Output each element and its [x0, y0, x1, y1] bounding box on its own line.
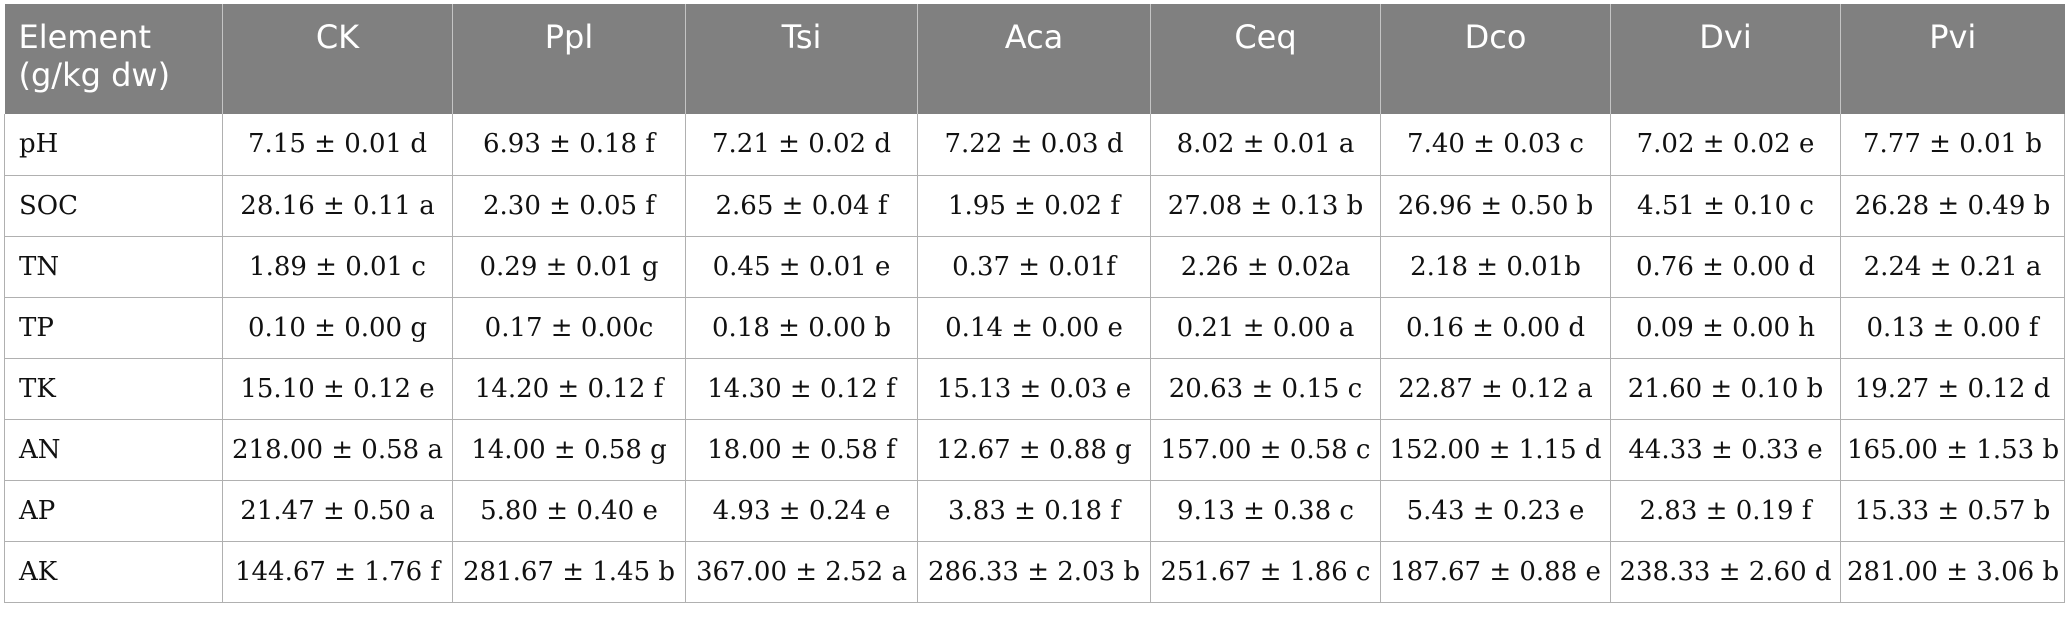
table-row-ak: AK 144.67 ± 1.76 f 281.67 ± 1.45 b 367.0…: [4, 541, 2065, 603]
table-cell: 281.67 ± 1.45 b: [452, 541, 686, 603]
row-label: TP: [4, 297, 223, 359]
table-cell: 165.00 ± 1.53 b: [1840, 419, 2065, 481]
table-row-soc: SOC 28.16 ± 0.11 a 2.30 ± 0.05 f 2.65 ± …: [4, 175, 2065, 237]
table-row-an: AN 218.00 ± 0.58 a 14.00 ± 0.58 g 18.00 …: [4, 419, 2065, 481]
table-cell: 238.33 ± 2.60 d: [1610, 541, 1841, 603]
row-label: TN: [4, 236, 223, 298]
table-cell: 9.13 ± 0.38 c: [1150, 480, 1381, 542]
table-cell: 0.18 ± 0.00 b: [685, 297, 918, 359]
table-cell: 21.60 ± 0.10 b: [1610, 358, 1841, 420]
row-label: AP: [4, 480, 223, 542]
table-cell: 286.33 ± 2.03 b: [917, 541, 1151, 603]
table-cell: 44.33 ± 0.33 e: [1610, 419, 1841, 481]
header-col-dvi: Dvi: [1610, 4, 1841, 114]
table-cell: 0.17 ± 0.00c: [452, 297, 686, 359]
table-cell: 4.93 ± 0.24 e: [685, 480, 918, 542]
table-cell: 19.27 ± 0.12 d: [1840, 358, 2065, 420]
table-cell: 187.67 ± 0.88 e: [1380, 541, 1611, 603]
header-col-ck: CK: [222, 4, 453, 114]
table-cell: 6.93 ± 0.18 f: [452, 114, 686, 176]
table-cell: 2.18 ± 0.01b: [1380, 236, 1611, 298]
header-col-pvi: Pvi: [1840, 4, 2065, 114]
row-label: pH: [4, 114, 223, 176]
table-cell: 0.16 ± 0.00 d: [1380, 297, 1611, 359]
row-label: AK: [4, 541, 223, 603]
table-cell: 14.20 ± 0.12 f: [452, 358, 686, 420]
table-cell: 2.65 ± 0.04 f: [685, 175, 918, 237]
table-cell: 7.22 ± 0.03 d: [917, 114, 1151, 176]
table-cell: 1.95 ± 0.02 f: [917, 175, 1151, 237]
table-cell: 7.15 ± 0.01 d: [222, 114, 453, 176]
table-cell: 251.67 ± 1.86 c: [1150, 541, 1381, 603]
table-header: Element (g/kg dw) CK Ppl Tsi Aca Ceq Dco…: [4, 4, 2065, 114]
table-cell: 2.24 ± 0.21 a: [1840, 236, 2065, 298]
table-cell: 0.76 ± 0.00 d: [1610, 236, 1841, 298]
table-cell: 18.00 ± 0.58 f: [685, 419, 918, 481]
header-element: Element (g/kg dw): [4, 4, 223, 114]
table-cell: 22.87 ± 0.12 a: [1380, 358, 1611, 420]
header-element-line2: (g/kg dw): [18, 56, 171, 94]
table-cell: 152.00 ± 1.15 d: [1380, 419, 1611, 481]
table-cell: 28.16 ± 0.11 a: [222, 175, 453, 237]
table-cell: 14.00 ± 0.58 g: [452, 419, 686, 481]
table-cell: 0.13 ± 0.00 f: [1840, 297, 2065, 359]
soil-properties-table: Element (g/kg dw) CK Ppl Tsi Aca Ceq Dco…: [4, 4, 2065, 603]
table-cell: 0.10 ± 0.00 g: [222, 297, 453, 359]
header-element-line1: Element: [18, 18, 151, 56]
table-cell: 218.00 ± 0.58 a: [222, 419, 453, 481]
header-col-aca: Aca: [917, 4, 1151, 114]
table-cell: 0.29 ± 0.01 g: [452, 236, 686, 298]
table-body: pH 7.15 ± 0.01 d 6.93 ± 0.18 f 7.21 ± 0.…: [4, 114, 2065, 603]
table-cell: 26.28 ± 0.49 b: [1840, 175, 2065, 237]
table-cell: 20.63 ± 0.15 c: [1150, 358, 1381, 420]
table-cell: 14.30 ± 0.12 f: [685, 358, 918, 420]
table-cell: 1.89 ± 0.01 c: [222, 236, 453, 298]
table-cell: 0.45 ± 0.01 e: [685, 236, 918, 298]
table-cell: 26.96 ± 0.50 b: [1380, 175, 1611, 237]
header-col-ceq: Ceq: [1150, 4, 1381, 114]
table-cell: 7.21 ± 0.02 d: [685, 114, 918, 176]
table-cell: 21.47 ± 0.50 a: [222, 480, 453, 542]
table-row-tp: TP 0.10 ± 0.00 g 0.17 ± 0.00c 0.18 ± 0.0…: [4, 297, 2065, 359]
table-cell: 281.00 ± 3.06 b: [1840, 541, 2065, 603]
header-col-dco: Dco: [1380, 4, 1611, 114]
header-row: Element (g/kg dw) CK Ppl Tsi Aca Ceq Dco…: [4, 4, 2065, 114]
header-col-tsi: Tsi: [685, 4, 918, 114]
table-cell: 157.00 ± 0.58 c: [1150, 419, 1381, 481]
table-cell: 7.77 ± 0.01 b: [1840, 114, 2065, 176]
table-cell: 2.26 ± 0.02a: [1150, 236, 1381, 298]
table-cell: 367.00 ± 2.52 a: [685, 541, 918, 603]
table-row-tk: TK 15.10 ± 0.12 e 14.20 ± 0.12 f 14.30 ±…: [4, 358, 2065, 420]
table-cell: 0.37 ± 0.01f: [917, 236, 1151, 298]
table-cell: 27.08 ± 0.13 b: [1150, 175, 1381, 237]
table-cell: 0.14 ± 0.00 e: [917, 297, 1151, 359]
table-row-ph: pH 7.15 ± 0.01 d 6.93 ± 0.18 f 7.21 ± 0.…: [4, 114, 2065, 176]
table-cell: 144.67 ± 1.76 f: [222, 541, 453, 603]
table-cell: 2.83 ± 0.19 f: [1610, 480, 1841, 542]
table-cell: 0.21 ± 0.00 a: [1150, 297, 1381, 359]
table-cell: 7.40 ± 0.03 c: [1380, 114, 1611, 176]
table-cell: 0.09 ± 0.00 h: [1610, 297, 1841, 359]
row-label: TK: [4, 358, 223, 420]
header-col-ppl: Ppl: [452, 4, 686, 114]
table-cell: 8.02 ± 0.01 a: [1150, 114, 1381, 176]
table-cell: 7.02 ± 0.02 e: [1610, 114, 1841, 176]
table-cell: 12.67 ± 0.88 g: [917, 419, 1151, 481]
table-row-ap: AP 21.47 ± 0.50 a 5.80 ± 0.40 e 4.93 ± 0…: [4, 480, 2065, 542]
table-row-tn: TN 1.89 ± 0.01 c 0.29 ± 0.01 g 0.45 ± 0.…: [4, 236, 2065, 298]
table-cell: 2.30 ± 0.05 f: [452, 175, 686, 237]
table-cell: 15.33 ± 0.57 b: [1840, 480, 2065, 542]
table-cell: 5.43 ± 0.23 e: [1380, 480, 1611, 542]
row-label: AN: [4, 419, 223, 481]
table-cell: 15.10 ± 0.12 e: [222, 358, 453, 420]
table-cell: 15.13 ± 0.03 e: [917, 358, 1151, 420]
row-label: SOC: [4, 175, 223, 237]
table-cell: 5.80 ± 0.40 e: [452, 480, 686, 542]
table-cell: 4.51 ± 0.10 c: [1610, 175, 1841, 237]
table-cell: 3.83 ± 0.18 f: [917, 480, 1151, 542]
